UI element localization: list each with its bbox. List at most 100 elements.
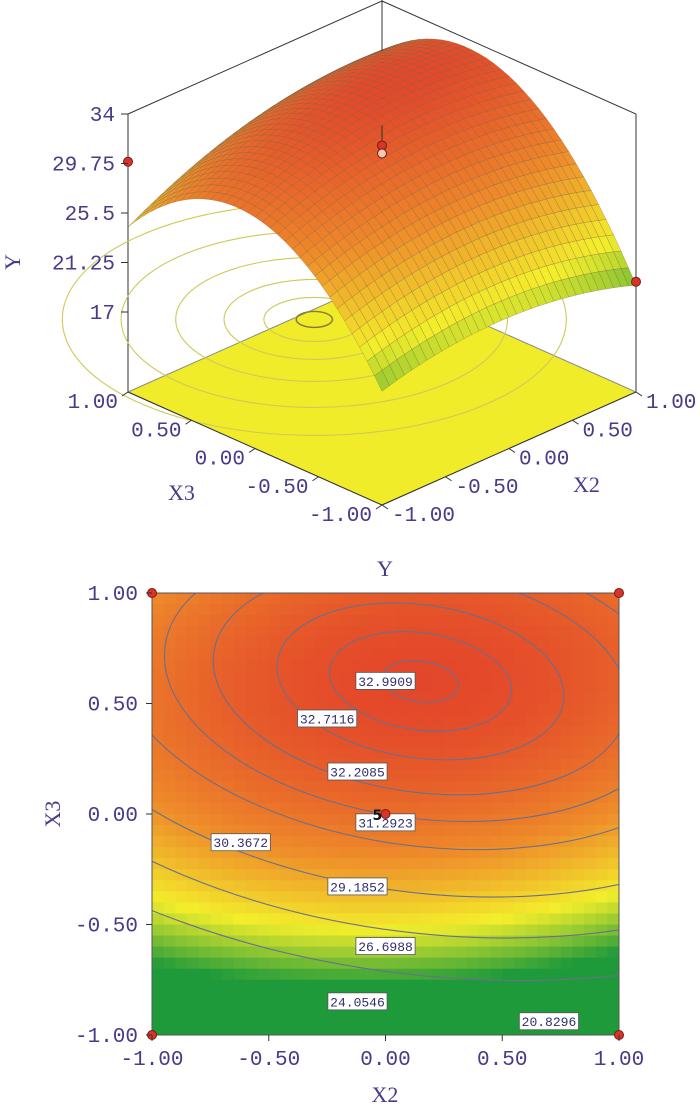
heatmap-cell — [303, 593, 317, 605]
heatmap-cell — [152, 891, 165, 903]
heatmap-cell — [268, 935, 282, 948]
heatmap-cell — [280, 659, 293, 671]
heatmap-cell — [187, 858, 200, 870]
heatmap-cell — [560, 604, 573, 616]
heatmap-cell — [455, 979, 468, 992]
heatmap-cell — [513, 780, 527, 793]
heatmap-cell — [233, 924, 247, 937]
heatmap-cell — [222, 802, 235, 815]
heatmap-cell — [198, 891, 211, 903]
heatmap-cell — [198, 880, 211, 892]
heatmap-cell — [268, 736, 282, 749]
heatmap-cell — [245, 825, 258, 837]
heatmap-cell — [443, 703, 457, 716]
heatmap-cell — [572, 968, 585, 981]
heatmap-cell — [268, 637, 282, 649]
heatmap-cell — [537, 615, 550, 627]
heatmap-cell — [187, 593, 200, 605]
heatmap-cell — [513, 670, 527, 682]
heatmap-cell — [198, 935, 211, 948]
heatmap-cell — [187, 615, 200, 627]
heatmap-cell — [385, 604, 398, 616]
heatmap-cell — [478, 924, 492, 937]
heatmap-cell — [280, 880, 293, 892]
heatmap-cell — [583, 791, 597, 804]
heatmap-cell — [245, 714, 258, 727]
heatmap-cell — [338, 869, 352, 881]
heatmap-cell — [303, 648, 317, 660]
heatmap-cell — [385, 957, 398, 970]
heatmap-cell — [210, 637, 223, 649]
heatmap-cell — [572, 880, 585, 892]
heatmap-cell — [595, 736, 608, 749]
heatmap-cell — [187, 891, 200, 903]
heatmap-cell — [257, 626, 270, 638]
heatmap-cell — [257, 880, 270, 892]
heatmap-cell — [350, 615, 363, 627]
heatmap-cell — [280, 780, 293, 793]
heatmap-cell — [513, 913, 527, 926]
heatmap-cell — [583, 648, 597, 660]
heatmap-cell — [280, 990, 293, 1003]
heatmap-cell — [397, 957, 410, 970]
heatmap-cell — [338, 836, 352, 848]
heatmap-cell — [338, 946, 352, 959]
heatmap-cell — [607, 703, 619, 716]
heatmap-cell — [595, 979, 608, 992]
heatmap-cell — [385, 902, 398, 915]
heatmap-cell — [175, 725, 188, 738]
heatmap-cell — [560, 791, 573, 804]
heatmap-cell — [222, 902, 235, 915]
heatmap-cell — [502, 736, 515, 749]
heatmap-cell — [210, 593, 223, 605]
heatmap-cell — [607, 681, 619, 694]
heatmap-cell — [478, 714, 492, 727]
heatmap-cell — [490, 902, 503, 915]
heatmap-cell — [513, 836, 527, 848]
heatmap-cell — [537, 913, 550, 926]
contour-line — [329, 631, 513, 732]
heatmap-cell — [548, 979, 562, 992]
heatmap-cell — [607, 847, 619, 859]
heatmap-cell — [525, 990, 538, 1003]
heatmap-cell — [268, 670, 282, 682]
heatmap-cell — [513, 825, 527, 837]
heatmap-cell — [338, 968, 352, 981]
heatmap-cell — [572, 681, 585, 694]
heatmap-cell — [572, 814, 585, 826]
heatmap-cell — [502, 924, 515, 937]
heatmap-cell — [175, 924, 188, 937]
heatmap-cell — [187, 1001, 200, 1014]
heatmap-cell — [222, 593, 235, 605]
heatmap-cell — [467, 703, 480, 716]
heatmap-cell — [315, 637, 328, 649]
heatmap-cell — [432, 637, 445, 649]
heatmap-cell — [595, 692, 608, 705]
heatmap-cell — [327, 924, 340, 937]
heatmap-cell — [432, 1023, 445, 1035]
heatmap-cell — [560, 935, 573, 948]
surface-chart: 3429.7525.521.25171.000.500.00-0.50-1.00… — [0, 0, 696, 528]
heatmap-cell — [268, 1012, 282, 1025]
heatmap-cell — [385, 791, 398, 804]
heatmap-cell — [432, 924, 445, 937]
heatmap-cell — [315, 791, 328, 804]
heatmap-cell — [338, 847, 352, 859]
heatmap-cell — [175, 913, 188, 926]
heatmap-cell — [152, 791, 165, 804]
heatmap-cell — [607, 758, 619, 771]
heatmap-cell — [572, 714, 585, 727]
heatmap-cell — [397, 1001, 410, 1014]
heatmap-cell — [210, 615, 223, 627]
heatmap-cell — [257, 659, 270, 671]
heatmap-cell — [525, 847, 538, 859]
heatmap-cell — [362, 637, 375, 649]
heatmap-cell — [432, 935, 445, 948]
heatmap-cell — [502, 968, 515, 981]
heatmap-cell — [280, 913, 293, 926]
heatmap-cell — [490, 725, 503, 738]
heatmap-cell — [478, 769, 492, 782]
heatmap-cell — [560, 814, 573, 826]
heatmap-cell — [525, 692, 538, 705]
heatmap-cell — [315, 913, 328, 926]
